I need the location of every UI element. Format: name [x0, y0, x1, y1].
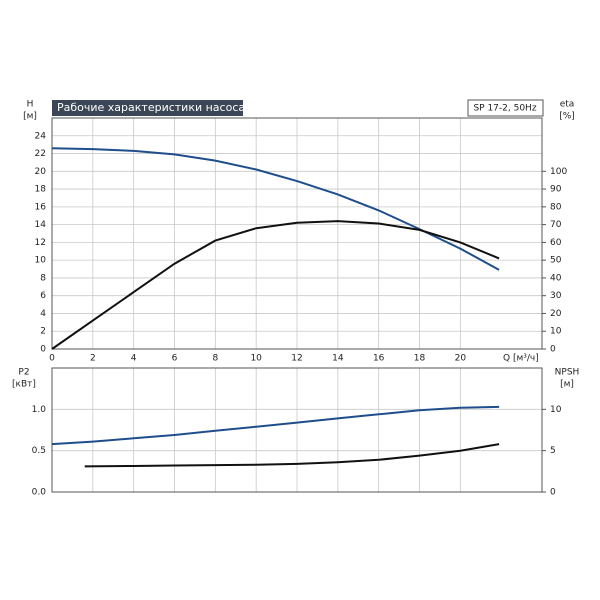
x-tick-label: 8 — [212, 354, 218, 364]
y-tick-label: 12 — [35, 238, 46, 248]
x-tick-label: 6 — [172, 354, 178, 364]
curve — [51, 220, 500, 350]
y2-tick-label: 100 — [550, 167, 567, 177]
y-tick-label: 0 — [40, 345, 46, 355]
y2-tick-label: 10 — [550, 327, 562, 337]
plot-frame — [51, 367, 543, 493]
y2-tick-label: 5 — [550, 446, 556, 456]
y-tick-label: 6 — [40, 291, 46, 301]
y-tick-label: 2 — [40, 327, 46, 337]
chart-title: Рабочие характеристики насоса — [57, 101, 245, 114]
y-tick-label: 18 — [35, 185, 47, 195]
y-tick-label: 24 — [35, 131, 47, 141]
y2-tick-label: 40 — [550, 273, 562, 283]
y-tick-label: 0.5 — [32, 446, 46, 456]
y2-unit: [м] — [560, 380, 574, 390]
x-tick-label: 20 — [455, 354, 467, 364]
y2-label: NPSH — [555, 368, 580, 378]
y2-tick-label: 90 — [550, 185, 562, 195]
y2-tick-label: 50 — [550, 256, 562, 266]
x-tick-label: 10 — [250, 354, 262, 364]
y2-tick-label: 10 — [550, 405, 562, 415]
y-tick-label: 8 — [40, 273, 46, 283]
y2-tick-label: 20 — [550, 309, 562, 319]
y-tick-label: 16 — [35, 202, 47, 212]
curve — [51, 147, 500, 271]
subtitle-box — [467, 99, 544, 117]
y2-tick-label: 70 — [550, 220, 562, 230]
y-unit: [кВт] — [12, 380, 36, 390]
x-tick-label: 4 — [131, 354, 137, 364]
plot-frame — [51, 117, 543, 350]
y-tick-label: 1.0 — [32, 405, 47, 415]
y2-label: eta — [560, 100, 575, 110]
x-tick-label: 16 — [373, 354, 385, 364]
y-label: P2 — [18, 368, 29, 378]
curve — [51, 405, 500, 446]
y2-tick-label: 0 — [550, 488, 556, 498]
y2-tick-label: 60 — [550, 238, 562, 248]
y-tick-label: 20 — [35, 167, 47, 177]
x-tick-label: 2 — [90, 354, 96, 364]
curve — [84, 443, 500, 468]
chart-subtitle: SP 17-2, 50Hz — [473, 104, 536, 114]
x-tick-label: 12 — [291, 354, 302, 364]
y2-tick-label: 80 — [550, 202, 562, 212]
x-tick-label: 18 — [414, 354, 426, 364]
y2-tick-label: 0 — [550, 345, 556, 355]
y-unit: [м] — [23, 112, 37, 122]
y-tick-label: 0.0 — [32, 488, 47, 498]
y-tick-label: 4 — [40, 309, 46, 319]
y-tick-label: 22 — [35, 149, 46, 159]
y2-unit: [%] — [559, 112, 575, 122]
y2-tick-label: 30 — [550, 291, 562, 301]
x-tick-label: 14 — [332, 354, 344, 364]
y-label: H — [27, 100, 34, 110]
title-box — [52, 100, 243, 116]
x-tick-label: 0 — [49, 354, 55, 364]
x-label: Q [м³/ч] — [503, 354, 539, 364]
y-tick-label: 14 — [35, 220, 47, 230]
y-tick-label: 10 — [35, 256, 47, 266]
